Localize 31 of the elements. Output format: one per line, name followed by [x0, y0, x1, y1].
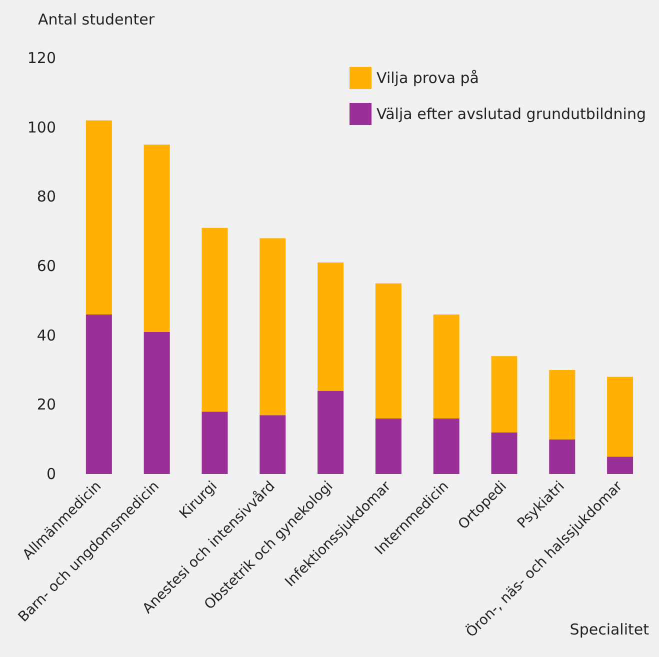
bar [491, 432, 518, 474]
bar [549, 439, 576, 474]
bar [375, 418, 402, 474]
y-tick-label: 120 [27, 49, 56, 67]
y-tick-label: 20 [36, 396, 56, 414]
bar [260, 238, 286, 416]
bar [433, 418, 460, 474]
bar [144, 332, 170, 474]
bar [202, 412, 228, 474]
bar [318, 262, 344, 391]
legend-label: Välja efter avslutad grundutbildning [376, 105, 646, 123]
bar [202, 228, 228, 412]
x-axis-title: Specialitet [570, 620, 650, 638]
bar [318, 390, 344, 474]
bar [86, 120, 112, 315]
y-tick-label: 60 [36, 257, 56, 275]
bar [144, 144, 170, 332]
y-tick-label: 100 [27, 118, 56, 136]
y-tick-label: 40 [36, 326, 56, 344]
bar [607, 456, 634, 474]
bar [375, 283, 402, 419]
bar [86, 314, 112, 474]
y-tick-label: 80 [36, 188, 56, 206]
bar [433, 314, 460, 419]
bar [491, 356, 518, 432]
bar [607, 376, 634, 457]
bar [260, 415, 286, 474]
y-tick-label: 0 [46, 465, 56, 483]
legend-label: Vilja prova på [376, 69, 479, 87]
y-axis-title: Antal studenter [38, 10, 156, 28]
bar [549, 370, 576, 440]
